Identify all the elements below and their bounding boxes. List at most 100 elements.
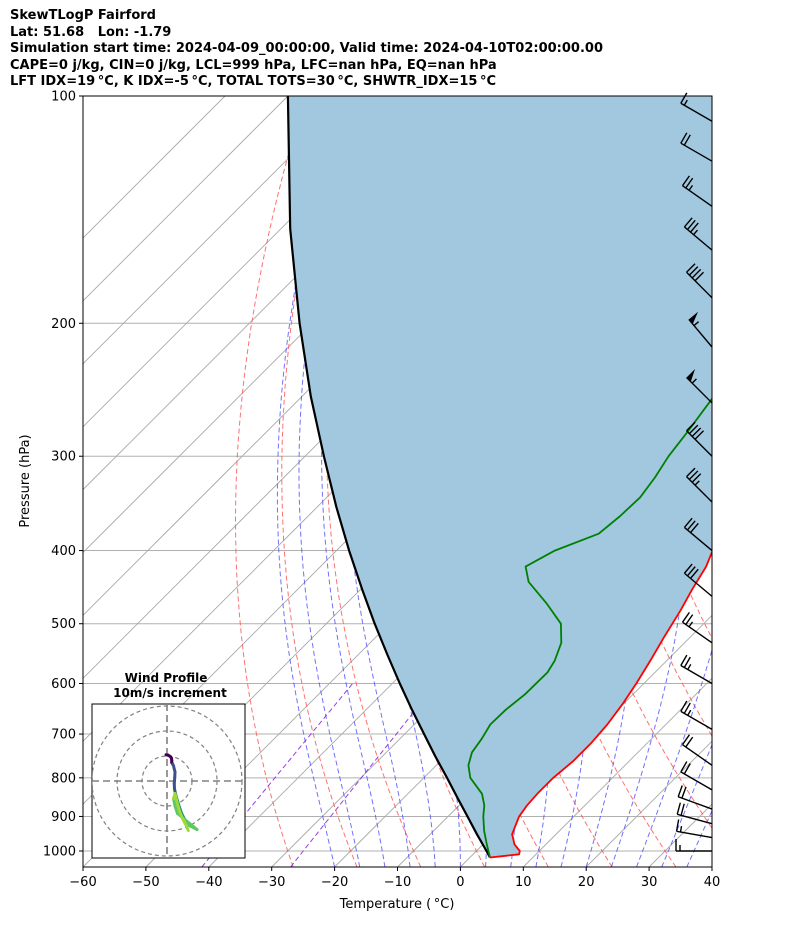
barb-feather xyxy=(691,268,702,279)
barb-half-feather xyxy=(687,709,692,716)
isotherm xyxy=(83,96,352,365)
barb-staff xyxy=(680,710,713,730)
barb-feather xyxy=(680,92,688,104)
barb-feather xyxy=(683,217,693,228)
x-tick-label: −60 xyxy=(69,875,96,890)
x-tick-label: −20 xyxy=(321,875,348,890)
y-tick-label: 800 xyxy=(51,771,76,786)
x-tick-label: 0 xyxy=(456,875,464,890)
barb-staff xyxy=(686,271,713,299)
barb-staff xyxy=(680,664,713,685)
wind-barb xyxy=(680,700,713,730)
barb-feather xyxy=(688,266,699,276)
barb-half-feather xyxy=(693,321,700,327)
y-tick-label: 400 xyxy=(51,544,76,559)
barb-staff xyxy=(677,813,713,825)
barb-feather xyxy=(676,802,682,815)
barb-feather xyxy=(681,175,690,187)
wind-barb xyxy=(681,734,713,766)
barb-staff xyxy=(686,476,713,503)
barb-feather xyxy=(685,736,694,748)
wind-barb xyxy=(683,517,713,552)
barb-feather xyxy=(681,786,687,799)
x-tick-label: 20 xyxy=(578,875,595,890)
moist-adiabat xyxy=(276,96,342,867)
barb-staff xyxy=(682,621,713,644)
wind-barbs xyxy=(675,92,713,852)
barb-feather xyxy=(683,563,693,574)
mixing-ratio-line xyxy=(290,683,438,867)
barb-pennant xyxy=(688,311,699,325)
barb-feather xyxy=(686,219,696,230)
dry-adiabat xyxy=(281,96,358,867)
barb-feather xyxy=(681,611,690,623)
plot-area xyxy=(83,96,794,867)
hodograph-inset xyxy=(91,703,246,859)
header-times: Simulation start time: 2024-04-09_00:00:… xyxy=(10,41,603,56)
hodograph-subtitle: 10m/s increment xyxy=(113,686,227,700)
barb-half-feather xyxy=(683,99,688,106)
cape-fill-area xyxy=(287,96,712,858)
barb-half-feather xyxy=(688,184,694,191)
wind-barb xyxy=(688,311,713,348)
wind-barb xyxy=(686,421,713,457)
barb-feather xyxy=(691,473,702,483)
y-tick-label: 100 xyxy=(51,90,76,105)
barb-feather xyxy=(690,522,699,534)
barb-feather xyxy=(686,421,696,432)
barb-feather xyxy=(685,614,694,625)
header-cape-line: CAPE=0 j/kg, CIN=0 j/kg, LCL=999 hPa, LF… xyxy=(10,57,497,73)
wind-barb xyxy=(675,839,712,852)
barb-feather xyxy=(683,517,693,528)
barb-staff xyxy=(683,526,713,552)
wind-barb xyxy=(683,563,713,597)
hodograph-title: Wind Profile xyxy=(125,671,208,685)
x-tick-label: −10 xyxy=(384,875,411,890)
isotherm xyxy=(711,866,712,867)
barb-feather xyxy=(690,222,699,233)
dry-adiabat xyxy=(729,96,794,867)
barb-feather xyxy=(691,427,702,437)
moist-adiabat xyxy=(610,96,688,867)
y-axis-label: Pressure (hPa) xyxy=(18,434,33,527)
barb-feather xyxy=(680,700,688,712)
wind-barb xyxy=(680,92,713,122)
barb-feather xyxy=(683,763,691,775)
header-location: Lat: 51.68 Lon: -1.79 xyxy=(10,24,172,40)
barb-half-feather xyxy=(687,663,692,670)
wind-barb xyxy=(680,761,713,791)
barb-feather xyxy=(680,761,688,773)
barb-staff xyxy=(686,376,713,404)
wind-barb xyxy=(680,654,713,685)
dewpoint-profile xyxy=(467,397,712,858)
wind-barb xyxy=(681,611,713,644)
hodograph-plot xyxy=(92,704,245,858)
barb-staff xyxy=(680,142,713,162)
header-indices-line: LFT IDX=19 °C, K IDX=-5 °C, TOTAL TOTS=3… xyxy=(10,74,497,89)
barb-feather xyxy=(677,785,683,798)
moist-adiabat xyxy=(661,743,712,867)
wind-barb xyxy=(686,467,713,503)
barb-staff xyxy=(682,185,713,207)
hodograph-trace-segment xyxy=(175,800,181,813)
y-tick-label: 200 xyxy=(51,317,76,332)
x-tick-label: −30 xyxy=(258,875,285,890)
barb-staff xyxy=(686,430,713,457)
barb-feather xyxy=(688,470,699,480)
barb-half-feather xyxy=(694,480,700,486)
chart-header: SkewTLogP Fairford Lat: 51.68 Lon: -1.79… xyxy=(10,8,603,91)
x-axis: −60 −50 −40 −30 −20 −10 0 10 20 30 40 xyxy=(69,867,720,890)
barb-staff xyxy=(683,572,713,597)
barb-staff xyxy=(680,102,713,122)
barb-feather xyxy=(686,520,696,531)
barb-feather xyxy=(681,734,690,746)
isotherm xyxy=(83,96,415,428)
x-tick-label: 10 xyxy=(515,875,532,890)
wind-barb xyxy=(686,263,713,299)
barb-feather xyxy=(683,702,691,714)
barb-feather xyxy=(694,430,705,440)
moist-adiabat xyxy=(636,648,712,867)
barb-pennant xyxy=(686,368,696,382)
x-tick-label: 30 xyxy=(641,875,658,890)
